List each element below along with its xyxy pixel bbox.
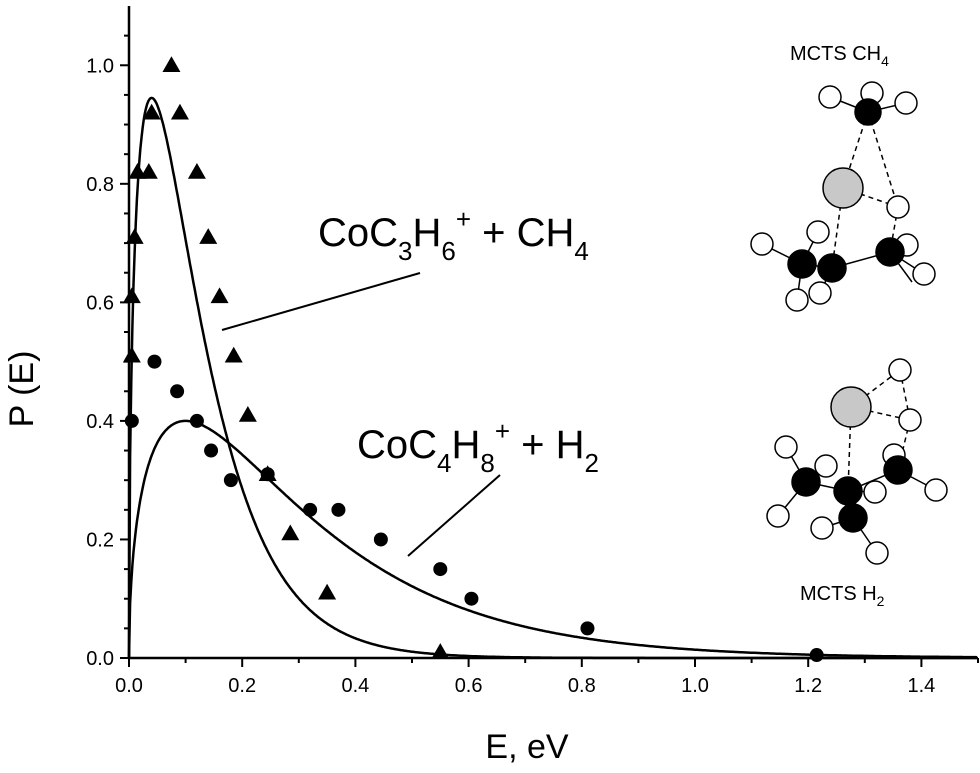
y-axis-title: P (E) <box>3 351 41 428</box>
data-point-triangle <box>210 287 229 304</box>
y-tick-label: 0.2 <box>86 529 114 551</box>
series-label-ch4: CoC3H6+ + CH4 <box>318 204 589 266</box>
x-tick-label: 0.0 <box>115 675 143 697</box>
data-point-triangle <box>139 162 158 179</box>
data-point-triangle <box>199 228 218 244</box>
x-tick-label: 0.8 <box>568 675 596 697</box>
data-point-circle <box>303 502 318 517</box>
y-tick-label: 0.0 <box>86 648 114 670</box>
data-point-triangle <box>238 405 257 422</box>
molecule-h2-illustration <box>766 358 948 565</box>
x-tick-label: 1.2 <box>794 675 822 697</box>
x-tick-label: 1.0 <box>681 675 709 697</box>
molecule-label-top: MCTS CH4 <box>790 43 889 69</box>
data-points <box>122 56 824 663</box>
data-point-triangle <box>170 103 189 120</box>
leader-line-h2 <box>407 474 501 557</box>
x-tick-label: 0.6 <box>455 675 483 697</box>
molecule-ch4-illustration <box>750 81 936 312</box>
data-point-circle <box>433 562 448 577</box>
y-tick-label: 0.4 <box>86 411 114 433</box>
data-point-triangle <box>162 56 181 73</box>
y-tick-label: 1.0 <box>86 55 114 77</box>
data-point-circle <box>204 443 219 458</box>
data-point-triangle <box>431 643 450 659</box>
data-point-circle <box>189 413 204 428</box>
data-point-triangle <box>142 103 161 120</box>
x-ticks: 0.0 0.2 0.4 0.6 0.8 1.0 1.2 1.4 <box>115 658 979 697</box>
data-point-circle <box>464 591 479 606</box>
leader-line-ch4 <box>221 272 421 331</box>
data-point-circle <box>580 621 595 636</box>
x-axis-title: E, eV <box>485 728 568 766</box>
data-point-circle <box>223 473 238 488</box>
data-point-circle <box>331 502 346 517</box>
data-point-circle <box>809 648 824 663</box>
axes <box>127 6 978 660</box>
molecule-label-bottom: MCTS H2 <box>800 583 885 609</box>
x-tick-label: 0.2 <box>228 675 256 697</box>
y-tick-label: 0.8 <box>86 174 114 196</box>
series-label-h2: CoC4H8+ + H2 <box>357 416 599 478</box>
data-point-triangle <box>318 583 337 600</box>
y-tick-label: 0.6 <box>86 292 114 314</box>
data-point-triangle <box>125 228 144 244</box>
data-point-triangle <box>122 346 141 363</box>
data-point-circle <box>373 532 388 547</box>
data-point-circle <box>124 413 139 428</box>
data-point-triangle <box>187 162 206 179</box>
data-point-circle <box>260 467 275 482</box>
x-tick-label: 0.4 <box>341 675 369 697</box>
data-point-circle <box>147 354 162 369</box>
data-point-triangle <box>128 162 147 179</box>
data-point-triangle <box>224 346 243 363</box>
y-ticks: 0.0 0.2 0.4 0.6 0.8 1.0 <box>86 34 129 670</box>
data-point-triangle <box>122 287 141 304</box>
x-tick-label: 1.4 <box>907 675 935 697</box>
data-point-circle <box>170 384 185 399</box>
data-point-triangle <box>281 524 300 541</box>
fit-curve-0 <box>127 96 977 660</box>
